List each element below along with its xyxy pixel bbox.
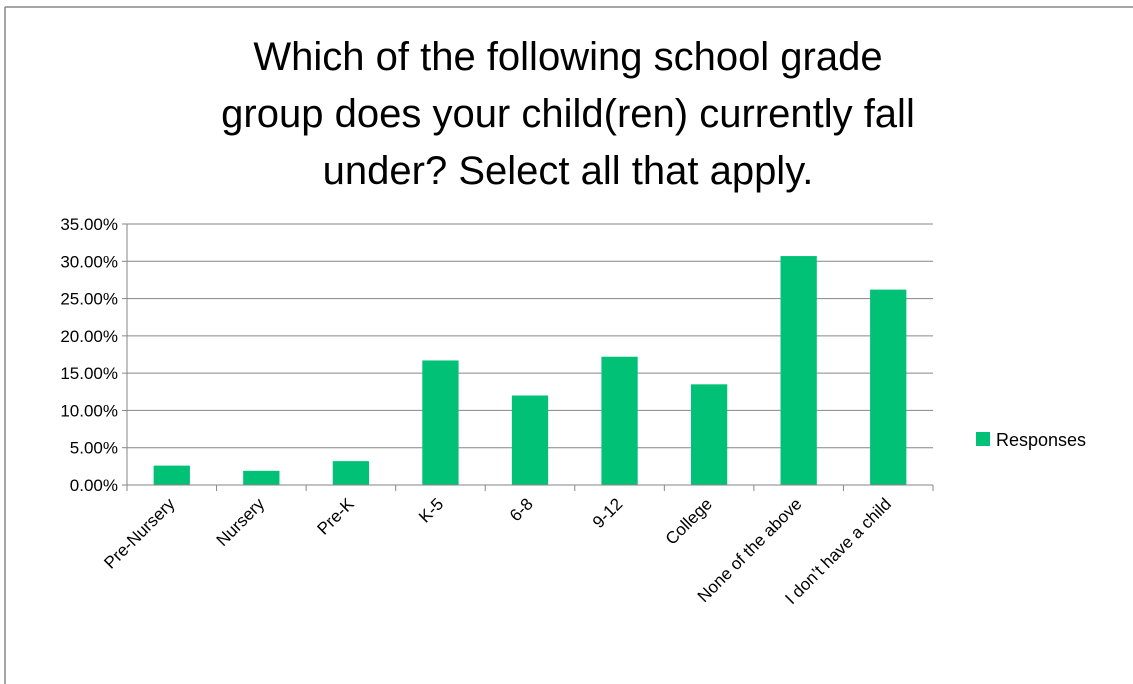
legend: Responses (976, 430, 1086, 450)
bar (512, 396, 548, 485)
x-category-label: 9-12 (589, 494, 626, 531)
bars (154, 256, 907, 485)
legend-label: Responses (996, 430, 1086, 450)
y-tick-label: 5.00% (70, 439, 118, 458)
bar (601, 357, 637, 485)
y-axis: 0.00% 5.00% 10.00% 15.00% 20.00% 25.00% 30.00%… (60, 215, 127, 495)
y-tick-label: 30.00% (60, 252, 118, 271)
x-axis: Pre-Nursery Nursery Pre-K K-5 6-8 9-12 College… (100, 485, 933, 608)
chart-title: Which of the following school grade grou… (221, 35, 915, 193)
bar (691, 384, 727, 485)
bar (870, 290, 906, 485)
x-category-label: Pre-Nursery (100, 494, 179, 573)
y-tick-label: 35.00% (60, 215, 118, 234)
bar (154, 466, 190, 485)
y-tick-label: 10.00% (60, 401, 118, 420)
chart-title-line-3: under? Select all that apply. (323, 149, 814, 193)
chart-title-line-2: group does your child(ren) currently fal… (221, 92, 915, 136)
y-tick-label: 0.00% (70, 476, 118, 495)
y-tick-label: 25.00% (60, 290, 118, 309)
x-category-label: College (662, 494, 716, 548)
bar (243, 471, 279, 485)
bar (333, 461, 369, 485)
x-category-label: Nursery (213, 494, 269, 550)
legend-swatch (976, 432, 990, 446)
y-tick-label: 15.00% (60, 364, 118, 383)
x-category-label: K-5 (415, 494, 447, 526)
y-tick-label: 20.00% (60, 327, 118, 346)
bar (781, 256, 817, 485)
chart-title-line-1: Which of the following school grade (253, 35, 882, 79)
bar (422, 360, 458, 485)
x-category-label: Pre-K (314, 494, 359, 539)
x-category-label: 6-8 (506, 494, 537, 525)
